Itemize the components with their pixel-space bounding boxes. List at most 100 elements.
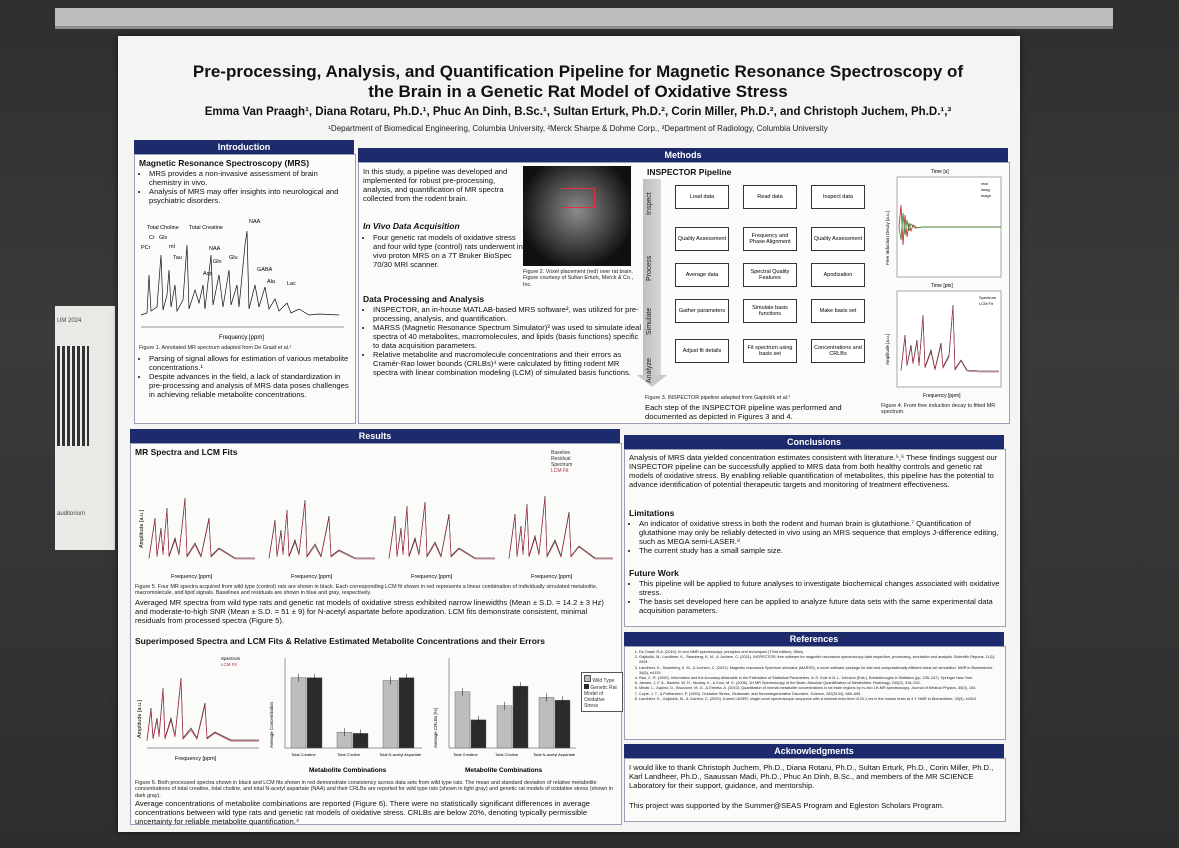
fig4-legend: real [981,181,988,186]
proc-title: Data Processing and Analysis [363,294,485,304]
adjacent-flyer: UM 2024 auditorium [55,306,115,550]
bar-genetic-model [398,677,415,749]
bar2-xlabel: Metabolite Combinations [465,767,543,774]
stage-label: Analyze [646,358,653,383]
intro-subtitle: Magnetic Resonance Spectroscopy (MRS) [139,158,310,168]
board-frame [55,8,1113,29]
peak-label: Cr [149,235,155,241]
bar-wild-type [496,705,513,749]
conclusions-section: Analysis of MRS data yielded concentrati… [624,449,1006,627]
flow-step: Quality Assessment [675,227,729,251]
methods-header: Methods [358,148,1008,162]
intro-axis-label: Frequency [ppm] [219,335,264,341]
figure-5-spectra: Amplitude [a.u.] Frequency [ppm] Frequen… [139,495,613,580]
stage-label: Process [646,255,653,281]
intro-bullet: MRS provides a non-invasive assessment o… [149,169,339,187]
intro-bullets: MRS provides a non-invasive assessment o… [139,169,339,205]
methods-section: In this study, a pipeline was developed … [358,162,1010,424]
bar2-ylabel: Average CRLBs [%] [433,708,438,748]
fig5-panel-3: Frequency [ppm] [388,501,495,580]
figure-3-caption: Figure 3. INSPECTOR pipeline adapted fro… [645,395,791,401]
figure-1-caption: Figure 1. Annotated MR spectrum adapted … [139,345,292,351]
acknowledgments-header: Acknowledgments [624,744,1004,758]
fig5-legend-item: Baseline [551,450,571,456]
figure-6-concentration-bars: Average Concentration Total Creatine Tot… [269,658,422,774]
fig5-panel-4: Frequency [ppm] [508,495,613,580]
bar-wild-type [538,697,555,749]
peak-label: PCr [141,245,151,251]
figure-1-spectrum: Total Choline Total Creatine NAA Cr Glx … [140,219,344,341]
limitation-bullet: An indicator of oxidative stress in both… [639,519,1005,546]
bar-genetic-model [306,677,323,749]
results-section: MR Spectra and LCM Fits Baseline Residua… [130,443,623,826]
fig4-legend: magn [981,193,991,198]
limitations-bullets: An indicator of oxidative stress in both… [629,519,1005,555]
fig5-panel-2: Frequency [ppm] [268,499,375,580]
poster: Pre-processing, Analysis, and Quantifica… [118,36,1020,832]
flow-step: Adjust fit details [675,339,729,363]
flow-step: Read data [743,185,797,209]
bar-category-label: Total N-acetyl Aspartate [533,752,576,757]
flyer-text-2: auditorium [57,511,86,517]
bar1-xlabel: Metabolite Combinations [309,767,387,774]
bar-genetic-model [512,685,529,749]
reference-item: Coyle, J. T., & Puttfarcken, P. (1993). … [639,692,1001,697]
bar-wild-type [382,680,399,749]
figure-6-caption: Figure 6. Both processed spectra shown i… [135,780,613,799]
references-header: References [624,632,1004,646]
bar-legend-item: Wild Type [584,675,620,684]
reference-item: Landheer, K., Gajdošík, M., & Juchem, C.… [639,697,1001,702]
flow-step: Concentrations and CRLBs [811,339,865,363]
flow-step: Quality Assessment [811,227,865,251]
rat-brain-mri-image [523,166,631,266]
pipeline-title: INSPECTOR Pipeline [647,167,732,177]
figure-6-spectrum: Amplitude [a.u.] Spectrum LCM Fit Freque… [137,656,259,762]
bar-category-label: Total Choline [337,752,361,757]
fig5-xlabel: Frequency [ppm] [171,574,213,580]
fig6-ylabel: Amplitude [a.u.] [137,699,143,738]
bar-genetic-model [470,719,487,749]
fig5-xlabel: Frequency [ppm] [411,574,453,580]
poster-affiliations: ¹Department of Biomedical Engineering, C… [328,124,828,133]
flyer-text: UM 2024 [57,318,82,324]
fig4-legend: imag [981,187,990,192]
peak-label: Total Choline [147,225,179,231]
pipeline-arrow-head [637,375,667,387]
fig5-ylabel: Amplitude [a.u.] [139,509,145,548]
results-sub-1: MR Spectra and LCM Fits [135,447,238,457]
methods-intro: In this study, a pipeline was developed … [363,167,508,203]
fig4-legend2: LCM Fit [979,301,994,306]
peak-label: Gln [213,259,222,265]
proc-bullet: Relative metabolite and macromolecule co… [373,350,643,377]
acknowledgments-support: This project was supported by the Summer… [629,801,944,810]
peak-label: mI [169,244,176,250]
fig4-ylabel2: Amplitude [a.u.] [885,334,890,365]
proc-bullet: INSPECTOR, an in-house MATLAB-based MRS … [373,305,643,323]
poster-title: Pre-processing, Analysis, and Quantifica… [192,62,964,101]
bar-legend-item: Genetic Rat Model of Oxidative Stress [584,684,617,709]
fig4-xlabel2: Frequency [ppm] [923,393,961,399]
figure-4-fid-spectrum: Time [s] Free Induction Decay [a.u.] rea… [885,169,1002,399]
peak-label: Lac [287,281,296,287]
pipeline-arrow [643,179,661,375]
acq-bullets: Four genetic rat models of oxidative str… [363,233,525,269]
intro-bullets-2: Parsing of signal allows for estimation … [139,354,354,399]
reference-item: Rao, C. R. (1992). Information and the A… [639,676,1001,681]
flow-step: Fit spectrum using basis set [743,339,797,363]
peak-label: Total Creatine [189,225,223,231]
results-header: Results [130,429,620,443]
reference-item: Jansen, J. F. A., Backes, W. H., Nicolay… [639,681,1001,686]
bar-wild-type [454,691,471,749]
bar-category-label: Total Choline [495,752,519,757]
peak-label: Tau [173,255,182,261]
peak-label: Glu [229,255,238,261]
limitation-bullet: The current study has a small sample siz… [639,546,1005,555]
flow-step: Frequency and Phase Alignment [743,227,797,251]
references-list: De Graaf, R.A. (2019). In vivo NMR spect… [625,647,1005,702]
intro-bullet: Parsing of signal allows for estimation … [149,354,354,372]
fig5-xlabel: Frequency [ppm] [291,574,333,580]
bar-group [454,682,571,749]
fig5-legend-item: LCM Fit [551,468,569,474]
results-paragraph-2: Average concentrations of metabolite com… [135,799,591,826]
stage-label: Simulate [646,307,653,335]
